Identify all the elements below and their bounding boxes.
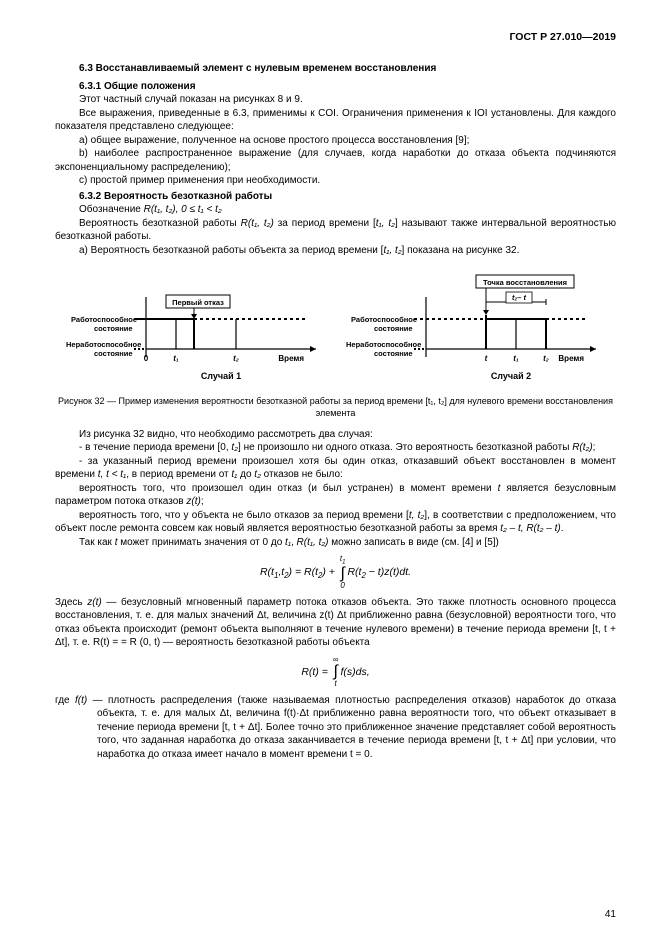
svg-text:Работоспособное: Работоспособное (71, 315, 137, 324)
doc-header: ГОСТ Р 27.010—2019 (55, 30, 616, 44)
para: вероятность того, что произошел один отк… (55, 482, 616, 509)
svg-text:Работоспособное: Работоспособное (351, 315, 417, 324)
case-1: - в течение периода времени [0, t₂] не п… (55, 441, 616, 455)
case-2: - за указанный период времени произошел … (55, 455, 616, 482)
svg-text:Случай 1: Случай 1 (200, 371, 240, 381)
section-6-3-2-title: 6.3.2 Вероятность безотказной работы (55, 190, 616, 204)
svg-text:0: 0 (143, 354, 148, 363)
svg-text:t₂– t: t₂– t (511, 293, 526, 302)
para: Этот частный случай показан на рисунках … (55, 93, 616, 107)
svg-text:Неработоспособное: Неработоспособное (66, 340, 141, 349)
svg-text:t₂: t₂ (543, 354, 549, 363)
definition-f: где f(t) — плотность распределения (такж… (55, 694, 616, 762)
svg-text:Точка восстановления: Точка восстановления (482, 278, 566, 287)
svg-text:t₂: t₂ (233, 354, 239, 363)
figure-32-caption: Рисунок 32 — Пример изменения вероятност… (55, 396, 616, 419)
para: Так как t может принимать значения от 0 … (55, 536, 616, 550)
svg-text:Первый отказ: Первый отказ (172, 298, 224, 307)
formula-2: R(t) = ∞∫tf(s)ds, (55, 656, 616, 688)
svg-text:t: t (484, 354, 487, 363)
svg-text:Время: Время (558, 354, 584, 363)
definition-z: Здесь z(t) — безусловный мгновенный пара… (55, 596, 616, 650)
section-6-3-title: 6.3 Восстанавливаемый элемент с нулевым … (55, 62, 616, 76)
svg-text:состояние: состояние (94, 349, 133, 358)
list-item-b: b) наиболее распространенное выражение (… (55, 147, 616, 174)
para: Все выражения, приведенные в 6.3, примен… (55, 107, 616, 134)
para: Из рисунка 32 видно, что необходимо расс… (55, 428, 616, 442)
para: Вероятность безотказной работы R(t₁, t₂)… (55, 217, 616, 244)
section-6-3-1-title: 6.3.1 Общие положения (55, 80, 616, 94)
svg-text:состояние: состояние (374, 349, 413, 358)
page-number: 41 (605, 908, 616, 922)
list-item-c: c) простой пример применения при необход… (55, 174, 616, 188)
list-item-a: a) общее выражение, полученное на основе… (55, 134, 616, 148)
svg-text:Случай 2: Случай 2 (490, 371, 530, 381)
para: вероятность того, что у объекта не было … (55, 509, 616, 536)
svg-text:Неработоспособное: Неработоспособное (346, 340, 421, 349)
svg-text:Время: Время (278, 354, 304, 363)
svg-text:состояние: состояние (94, 324, 133, 333)
para-notation: Обозначение R(t₁, t₂), 0 ≤ t₁ < t₂ (55, 203, 616, 217)
svg-text:t₁: t₁ (513, 354, 519, 363)
para: a) Вероятность безотказной работы объект… (55, 244, 616, 258)
svg-text:t₁: t₁ (173, 354, 179, 363)
formula-1: R(t1,t2) = R(t2) + t1∫0R(t2 − t)z(t)dt. (55, 555, 616, 590)
svg-text:состояние: состояние (374, 324, 413, 333)
figure-32: Работоспособное состояние Неработоспособ… (55, 267, 616, 392)
